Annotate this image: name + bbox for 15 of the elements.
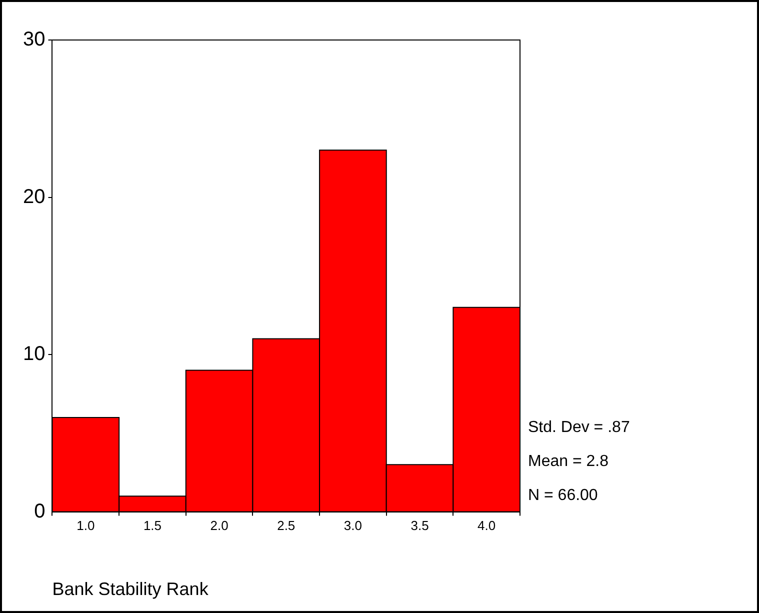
- y-tick-label: 10: [22, 343, 46, 366]
- text: N = 66.00: [528, 487, 598, 504]
- text: Std. Dev = .87: [528, 419, 630, 436]
- x-tick-label: 2.5: [277, 518, 296, 534]
- x-axis-title: Bank Stability Rank: [52, 579, 210, 600]
- y-tick-label: 0: [34, 500, 46, 522]
- x-tick-label: 3.0: [344, 518, 362, 534]
- x-tick-label: 2.0: [210, 518, 228, 534]
- x-tick-label: 1.0: [76, 518, 95, 534]
- y-tick-label: 20: [22, 186, 46, 208]
- x-tick-label: 1.5: [143, 518, 162, 534]
- x-tick-label: 3.5: [410, 518, 429, 534]
- y-tick-label: 30: [22, 28, 46, 51]
- x-tick-label: 4.0: [478, 518, 496, 534]
- text: Mean = 2.8: [528, 453, 609, 470]
